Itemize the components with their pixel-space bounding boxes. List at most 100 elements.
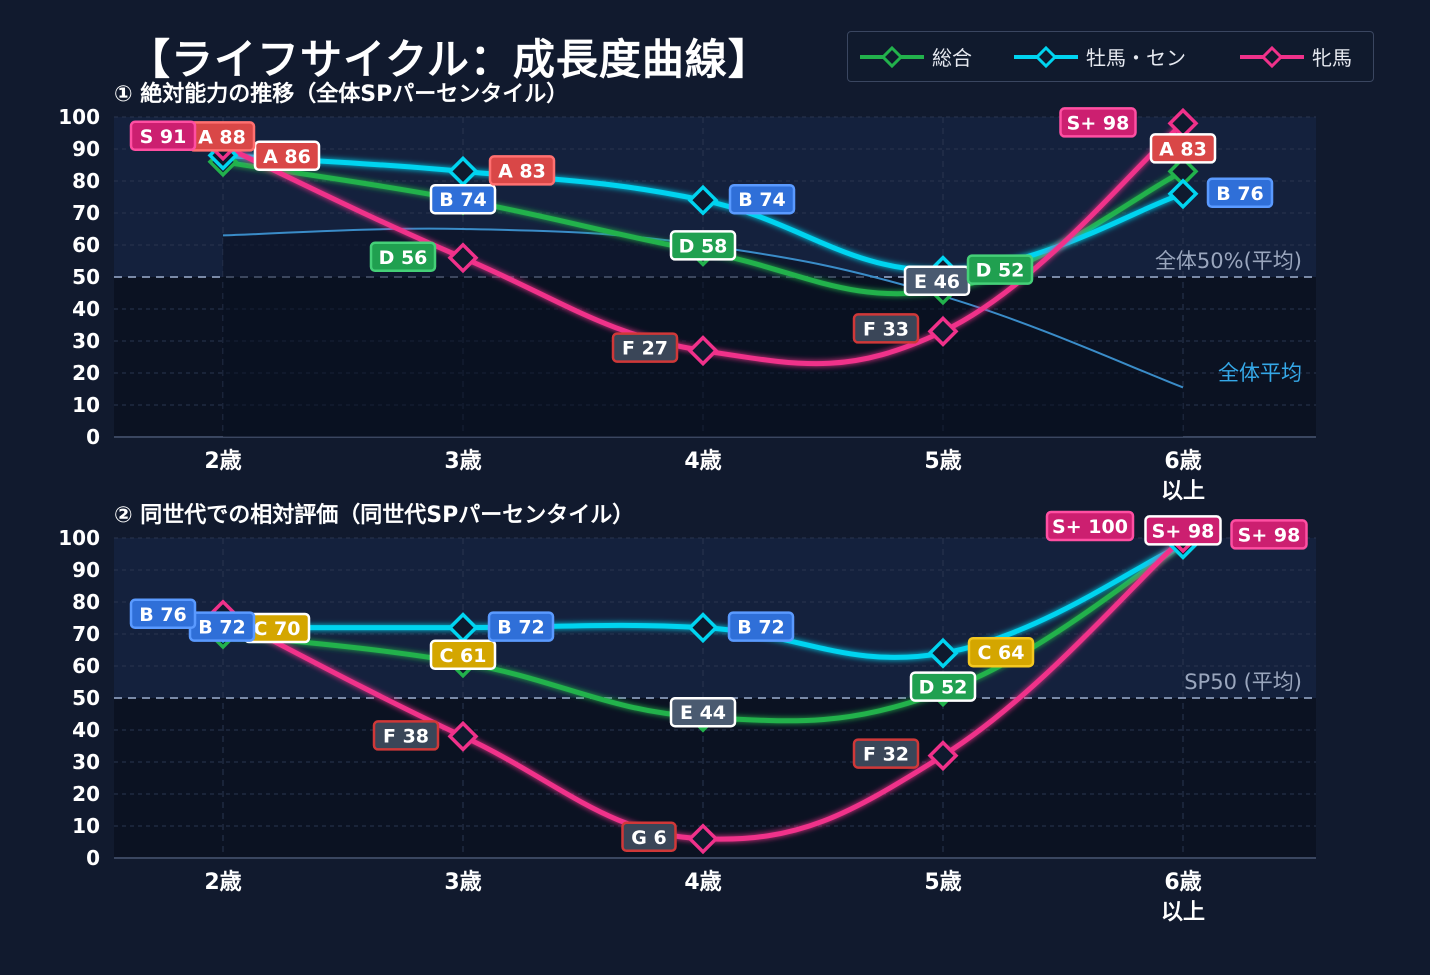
data-label-stallion: B 74 bbox=[728, 183, 796, 215]
x-tick-label: 2歳 bbox=[204, 870, 241, 895]
data-label-text: B 76 bbox=[1216, 183, 1264, 205]
y-tick-label: 90 bbox=[72, 558, 100, 582]
data-label-text: A 83 bbox=[498, 160, 546, 182]
x-tick-label: 5歳 bbox=[924, 870, 961, 895]
data-label-mare: S 91 bbox=[129, 120, 197, 152]
data-label-total: E 46 bbox=[903, 265, 971, 297]
data-label-mare: F 38 bbox=[372, 720, 440, 751]
data-label-box bbox=[129, 598, 197, 630]
data-label-stallion: D 52 bbox=[966, 254, 1034, 285]
y-tick-label: 40 bbox=[72, 297, 100, 321]
point-marker-mare bbox=[687, 335, 719, 367]
data-label-total: A 86 bbox=[253, 140, 321, 172]
data-label-stallion: B 72 bbox=[487, 611, 555, 642]
y-tick-label: 50 bbox=[72, 265, 100, 289]
y-tick-label: 20 bbox=[72, 782, 100, 806]
y-tick-label: 60 bbox=[72, 654, 100, 678]
chart-title: ① 絶対能力の推移（全体SPパーセンタイル） bbox=[114, 81, 568, 107]
data-label-stallion: B 72 bbox=[188, 611, 256, 642]
x-tick-label: 2歳 bbox=[204, 449, 241, 474]
y-tick-label: 30 bbox=[72, 750, 100, 774]
data-label-stallion: A 88 bbox=[188, 121, 256, 152]
data-label-text: G 6 bbox=[631, 827, 666, 849]
x-tick-label: 6歳 bbox=[1164, 870, 1201, 895]
data-label-mare: F 33 bbox=[852, 313, 920, 344]
data-label-total: A 83 bbox=[1149, 133, 1217, 164]
data-label-text: B 74 bbox=[738, 189, 786, 211]
data-label-text: D 56 bbox=[379, 247, 428, 269]
legend-label-stallion: 牡馬・セン bbox=[1086, 46, 1186, 70]
data-label-stallion: A 83 bbox=[488, 155, 556, 186]
data-label-text: C 70 bbox=[254, 618, 301, 640]
y-tick-label: 80 bbox=[72, 590, 100, 614]
data-label-box bbox=[129, 120, 197, 152]
data-label-box bbox=[1230, 519, 1308, 550]
data-label-box bbox=[621, 821, 677, 853]
data-label-box bbox=[1059, 107, 1137, 138]
data-label-box bbox=[429, 639, 497, 671]
data-label-text: D 58 bbox=[679, 235, 728, 257]
x-tick-label: 4歳 bbox=[684, 870, 721, 895]
data-label-mare: S+ 100 bbox=[1045, 510, 1135, 542]
data-label-total: D 58 bbox=[669, 230, 737, 261]
y-tick-label: 100 bbox=[58, 105, 100, 129]
data-label-total: D 52 bbox=[909, 671, 977, 702]
data-label-text: D 52 bbox=[919, 677, 968, 699]
data-label-text: B 72 bbox=[198, 617, 246, 639]
reference-line-label: SP50 (平均) bbox=[1184, 670, 1302, 694]
legend-item-mare: 牝馬 bbox=[1240, 32, 1352, 81]
data-label-mare: B 76 bbox=[129, 598, 197, 630]
data-label-text: E 46 bbox=[914, 271, 960, 293]
data-label-text: S+ 98 bbox=[1067, 112, 1130, 134]
data-label-box bbox=[611, 332, 679, 363]
x-tick-label: 以上 bbox=[1161, 900, 1205, 925]
data-label-box bbox=[488, 155, 556, 186]
y-tick-label: 0 bbox=[86, 846, 100, 870]
y-tick-label: 100 bbox=[58, 526, 100, 550]
y-tick-label: 90 bbox=[72, 137, 100, 161]
data-label-text: F 32 bbox=[863, 744, 909, 766]
legend: 総合 牡馬・セン 牝馬 bbox=[847, 31, 1374, 82]
data-label-box bbox=[966, 254, 1034, 285]
data-label-text: S+ 100 bbox=[1052, 516, 1128, 538]
point-marker-mare bbox=[687, 823, 719, 855]
y-tick-label: 20 bbox=[72, 361, 100, 385]
y-tick-label: 70 bbox=[72, 622, 100, 646]
data-label-mare: D 56 bbox=[369, 241, 437, 273]
data-label-box bbox=[669, 230, 737, 261]
data-label-box bbox=[852, 313, 920, 344]
baseline-area bbox=[223, 228, 1183, 437]
data-label-text: F 27 bbox=[622, 338, 668, 360]
y-tick-label: 60 bbox=[72, 233, 100, 257]
legend-marker-mare bbox=[1240, 45, 1304, 68]
data-label-box bbox=[253, 140, 321, 172]
reference-line-label: 全体50%(平均) bbox=[1155, 249, 1302, 273]
legend-item-total: 総合 bbox=[860, 32, 972, 81]
data-label-box bbox=[1144, 515, 1222, 546]
chart-title: ② 同世代での相対評価（同世代SPパーセンタイル） bbox=[114, 502, 634, 528]
data-label-text: B 74 bbox=[439, 189, 487, 211]
data-label-box bbox=[1149, 133, 1217, 164]
data-label-box bbox=[967, 636, 1035, 668]
data-label-box bbox=[727, 611, 795, 642]
y-tick-label: 10 bbox=[72, 814, 100, 838]
data-label-box bbox=[372, 720, 440, 751]
x-tick-label: 6歳 bbox=[1164, 449, 1201, 474]
data-label-box bbox=[728, 183, 796, 215]
legend-item-stallion: 牡馬・セン bbox=[1014, 32, 1186, 81]
data-label-mare: F 27 bbox=[611, 332, 679, 363]
data-label-text: A 83 bbox=[1159, 138, 1207, 160]
point-marker-stallion bbox=[687, 184, 719, 216]
data-label-total: E 44 bbox=[669, 696, 737, 728]
data-label-text: B 72 bbox=[737, 617, 785, 639]
data-label-mare: S+ 98 bbox=[1059, 107, 1137, 138]
x-tick-label: 4歳 bbox=[684, 449, 721, 474]
chart-panel-1: ① 絶対能力の推移（全体SPパーセンタイル） 0 10 20 30 40 50 60 70 80 9… bbox=[58, 81, 1316, 504]
x-tick-label: 以上 bbox=[1161, 479, 1205, 504]
point-marker-mare bbox=[927, 315, 959, 347]
data-label-box bbox=[669, 696, 737, 728]
data-label-text: B 76 bbox=[139, 604, 187, 626]
data-label-text: S+ 98 bbox=[1152, 520, 1215, 542]
y-tick-label: 50 bbox=[72, 686, 100, 710]
data-label-box bbox=[429, 183, 497, 215]
